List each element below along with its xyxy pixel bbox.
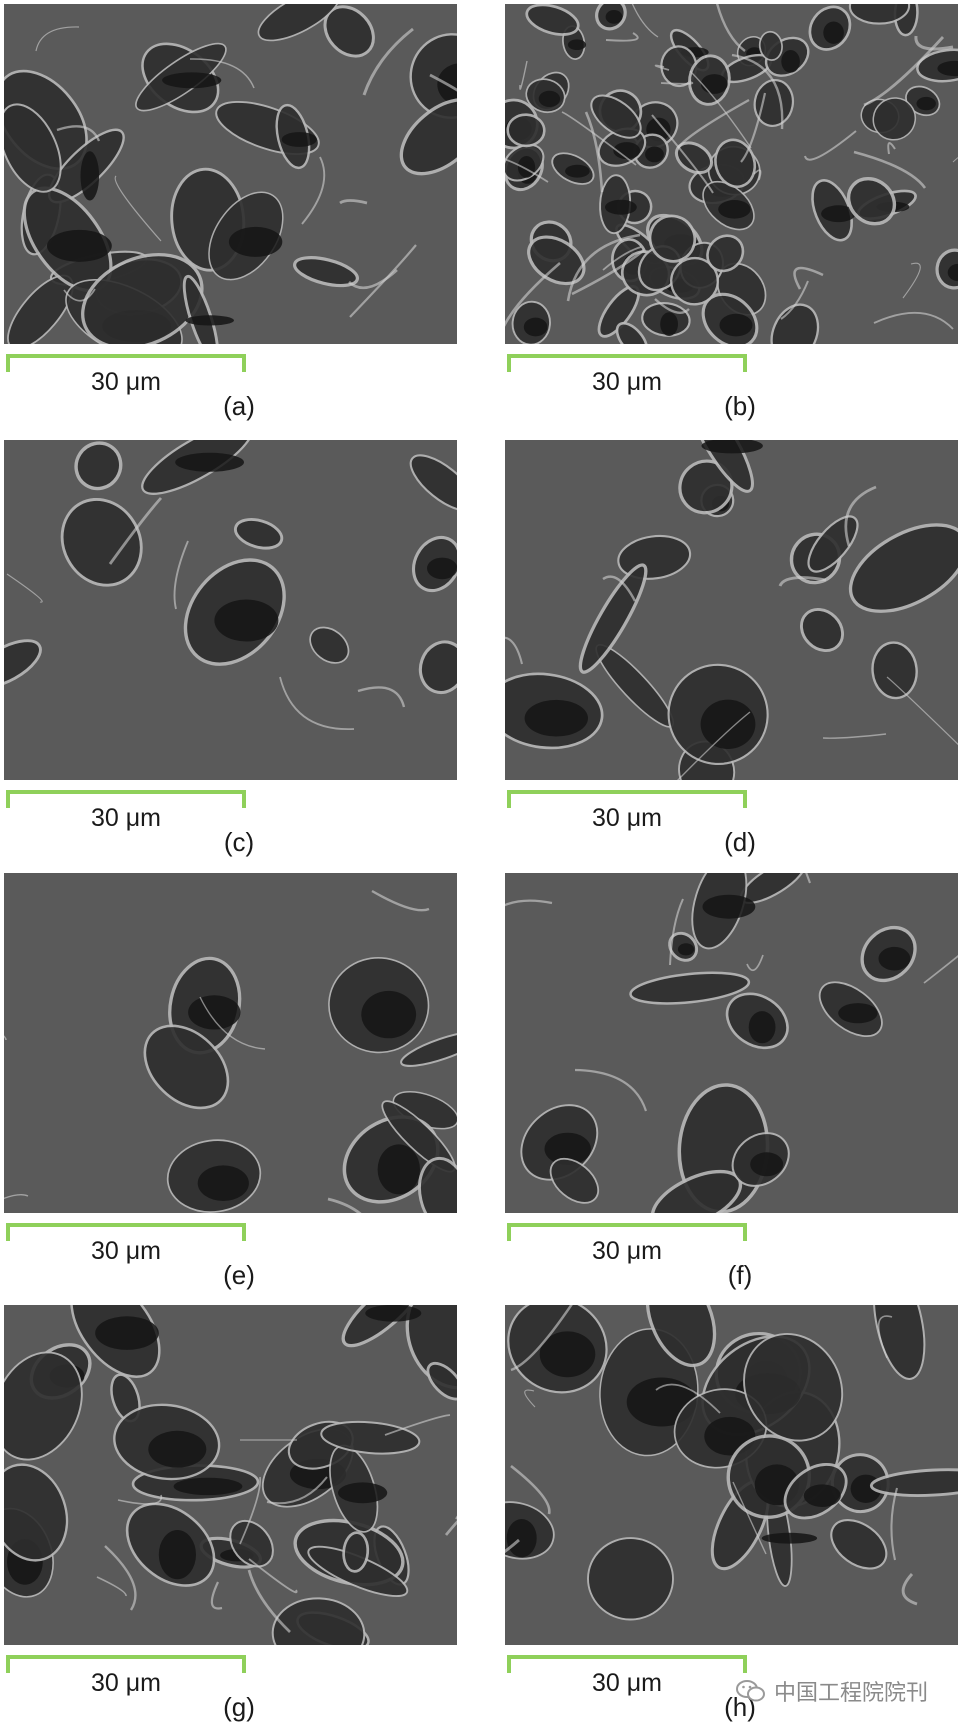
scale-bar bbox=[6, 1647, 246, 1673]
sem-image bbox=[4, 440, 457, 780]
scale-bar bbox=[6, 782, 246, 808]
scale-label: 30 μm bbox=[592, 1237, 662, 1265]
sem-image bbox=[4, 873, 457, 1213]
panel-letter: (a) bbox=[223, 391, 255, 421]
scale-label: 30 μm bbox=[91, 1237, 161, 1265]
scale-bar bbox=[507, 782, 747, 808]
wechat-icon bbox=[735, 1679, 766, 1703]
scale-bar bbox=[6, 346, 246, 372]
sem-image bbox=[505, 873, 958, 1213]
scale-bar bbox=[507, 346, 747, 372]
sem-image bbox=[505, 1305, 958, 1645]
watermark: 中国工程院院刊 bbox=[735, 1675, 928, 1707]
scale-label: 30 μm bbox=[592, 804, 662, 832]
panel-letter: (e) bbox=[223, 1260, 255, 1290]
scale-label: 30 μm bbox=[592, 1669, 662, 1697]
panel-letter: (g) bbox=[223, 1692, 255, 1722]
scale-bar bbox=[507, 1215, 747, 1241]
sem-image bbox=[4, 4, 457, 344]
scale-label: 30 μm bbox=[91, 368, 161, 396]
scale-label: 30 μm bbox=[592, 368, 662, 396]
scale-bar bbox=[507, 1647, 747, 1673]
scale-label: 30 μm bbox=[91, 804, 161, 832]
panel-letter: (d) bbox=[724, 827, 756, 857]
sem-image bbox=[505, 440, 958, 780]
sem-image bbox=[505, 4, 958, 344]
scale-label: 30 μm bbox=[91, 1669, 161, 1697]
watermark-text: 中国工程院院刊 bbox=[773, 1680, 928, 1705]
panel-letter: (f) bbox=[727, 1260, 753, 1290]
panel-letter: (b) bbox=[724, 391, 756, 421]
panel-letter: (c) bbox=[223, 827, 255, 857]
scale-bar bbox=[6, 1215, 246, 1241]
sem-image bbox=[4, 1305, 457, 1645]
